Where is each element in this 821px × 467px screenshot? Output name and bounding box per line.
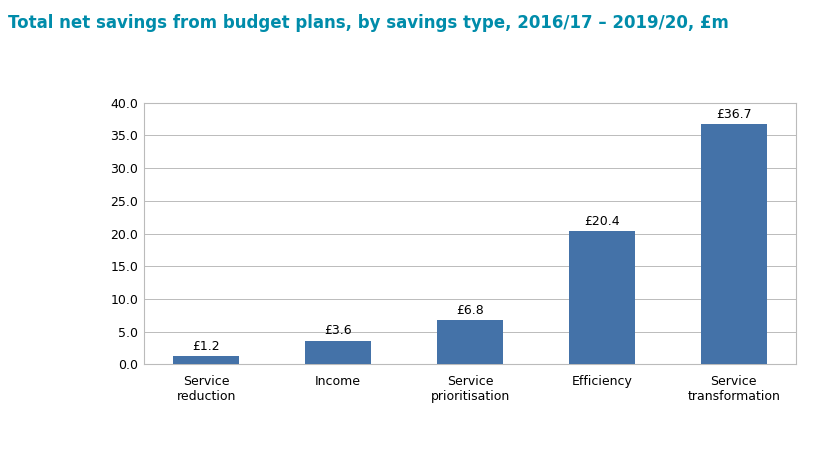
Bar [173,356,239,364]
Text: £6.8: £6.8 [456,304,484,317]
Text: £20.4: £20.4 [584,215,620,227]
Bar [305,341,371,364]
Bar [569,231,635,364]
Text: £36.7: £36.7 [716,108,751,121]
Bar [701,124,767,364]
Bar [437,320,503,364]
Text: £3.6: £3.6 [324,325,352,338]
Text: Total net savings from budget plans, by savings type, 2016/17 – 2019/20, £m: Total net savings from budget plans, by … [8,14,729,32]
Text: £1.2: £1.2 [192,340,220,353]
